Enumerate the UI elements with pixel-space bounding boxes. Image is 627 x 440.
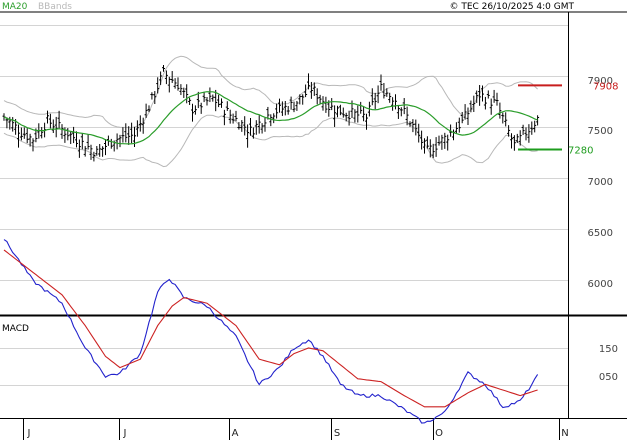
price-tick-label: 6000 [588, 279, 613, 290]
macd-title: MACD [2, 324, 29, 334]
ma20-legend-label: MA20 [2, 2, 28, 12]
resistance-label: 7908 [593, 81, 618, 92]
copyright-text: © TEC 26/10/2025 4:0 GMT [449, 2, 574, 12]
macd-line [3, 239, 539, 424]
price-tick-label: 7900 [588, 76, 613, 87]
x-axis-tick-label: S [334, 428, 340, 439]
macd-tick-label: 150 [599, 344, 618, 355]
ohlc-bars [2, 65, 540, 162]
macd-signal-line [3, 249, 538, 408]
bband-upper-line [3, 55, 538, 129]
price-series-group [2, 55, 540, 168]
macd-tick-label: 050 [599, 372, 618, 383]
x-axis-tick-label: A [232, 428, 239, 439]
x-axis-tick-label: J [123, 428, 127, 439]
x-axis-tick-label: N [561, 428, 568, 439]
ma20-line [3, 91, 538, 145]
price-tick-label: 7500 [588, 126, 613, 137]
bband-lower-line [3, 114, 538, 168]
price-tick-label: 6500 [588, 228, 613, 239]
price-tick-label: 7000 [588, 177, 613, 188]
bbands-legend-label: BBands [38, 2, 72, 12]
support-label: 7280 [568, 145, 593, 156]
x-axis-tick-label: J [27, 428, 31, 439]
x-axis-tick-label: O [435, 428, 443, 439]
